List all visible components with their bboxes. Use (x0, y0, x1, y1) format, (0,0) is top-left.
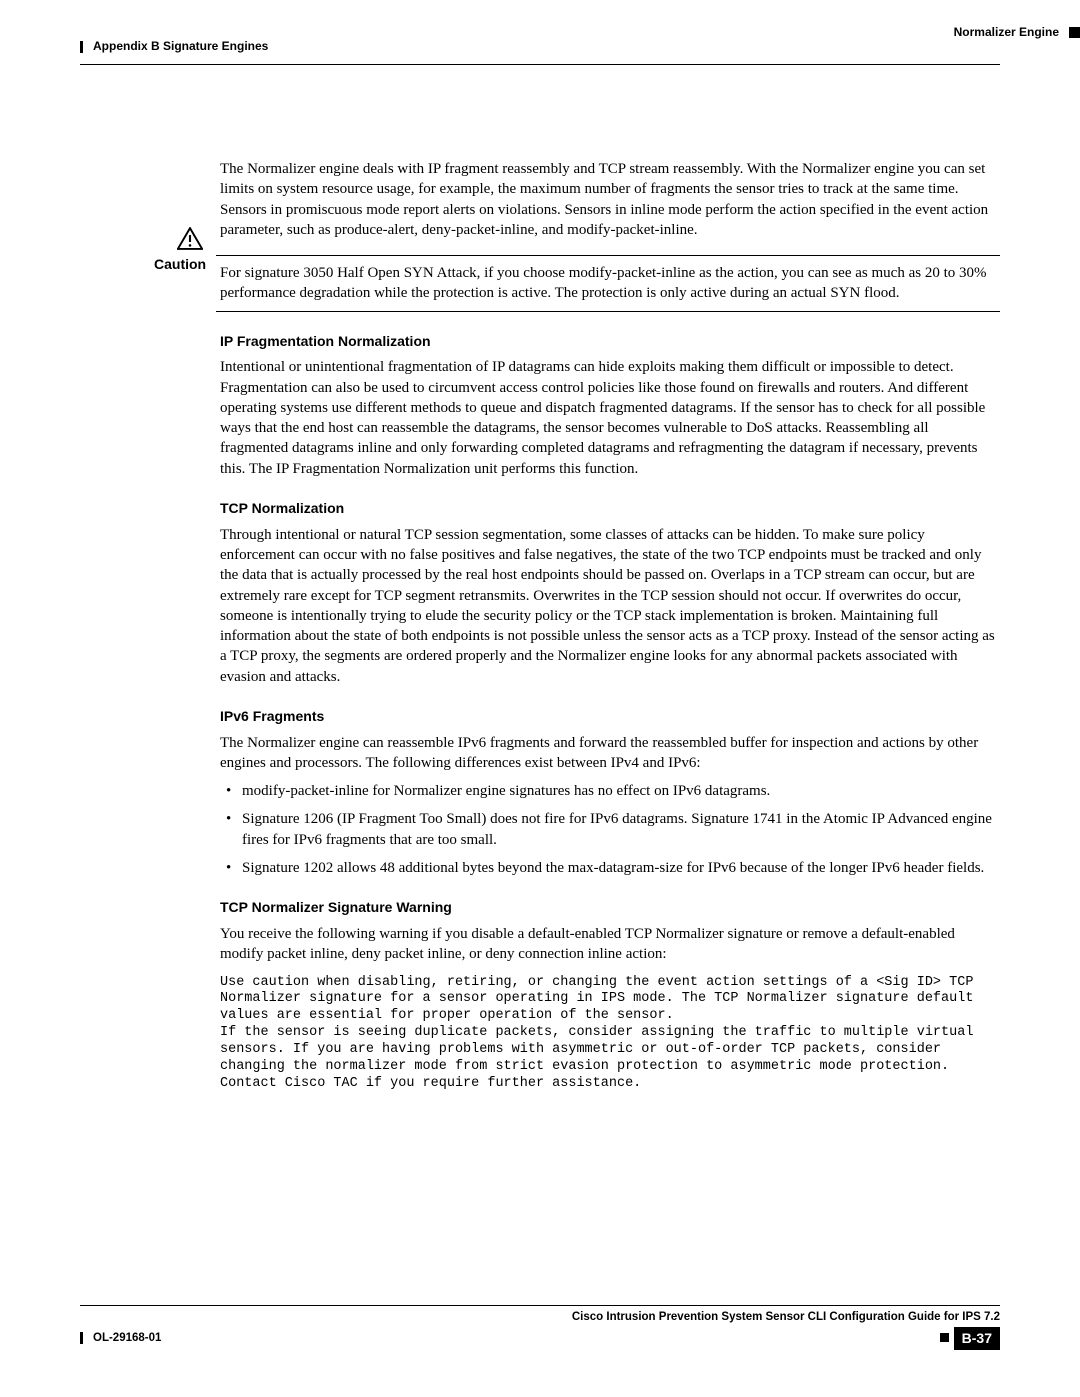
header-rule (80, 64, 1000, 65)
running-header: Appendix B Signature Engines (80, 38, 1000, 58)
footer-rule (80, 1305, 1000, 1306)
body-warning: You receive the following warning if you… (220, 924, 1000, 965)
list-item: modify-packet-inline for Normalizer engi… (220, 781, 1000, 801)
heading-ipfrag: IP Fragmentation Normalization (220, 332, 1000, 351)
appendix-label: Appendix B Signature Engines (80, 38, 268, 54)
heading-tcpnorm: TCP Normalization (220, 499, 1000, 518)
caution-icon (175, 227, 205, 256)
footer-guide-title: Cisco Intrusion Prevention System Sensor… (80, 1310, 1000, 1326)
caution-rule-bottom (216, 311, 1000, 312)
ipv6-bullet-list: modify-packet-inline for Normalizer engi… (220, 781, 1000, 878)
page-footer: Cisco Intrusion Prevention System Sensor… (80, 1305, 1000, 1349)
footer-docnum: OL-29168-01 (80, 1331, 161, 1347)
caution-label: Caution (154, 255, 206, 274)
page-content: The Normalizer engine deals with IP frag… (220, 159, 1000, 1093)
body-tcpnorm: Through intentional or natural TCP sessi… (220, 525, 1000, 687)
body-ipfrag: Intentional or unintentional fragmentati… (220, 357, 1000, 479)
heading-warning: TCP Normalizer Signature Warning (220, 898, 1000, 917)
list-item: Signature 1206 (IP Fragment Too Small) d… (220, 809, 1000, 850)
list-item: Signature 1202 allows 48 additional byte… (220, 858, 1000, 878)
intro-paragraph: The Normalizer engine deals with IP frag… (220, 159, 1000, 240)
footer-pagenum: B-37 (954, 1327, 1000, 1350)
body-ipv6: The Normalizer engine can reassemble IPv… (220, 733, 1000, 774)
heading-ipv6: IPv6 Fragments (220, 707, 1000, 726)
section-label: Normalizer Engine (954, 24, 1080, 40)
caution-block: Caution For signature 3050 Half Open SYN… (220, 255, 1000, 312)
caution-rule-top (216, 255, 1000, 256)
caution-text: For signature 3050 Half Open SYN Attack,… (220, 265, 986, 301)
warning-code: Use caution when disabling, retiring, or… (220, 975, 1000, 1093)
